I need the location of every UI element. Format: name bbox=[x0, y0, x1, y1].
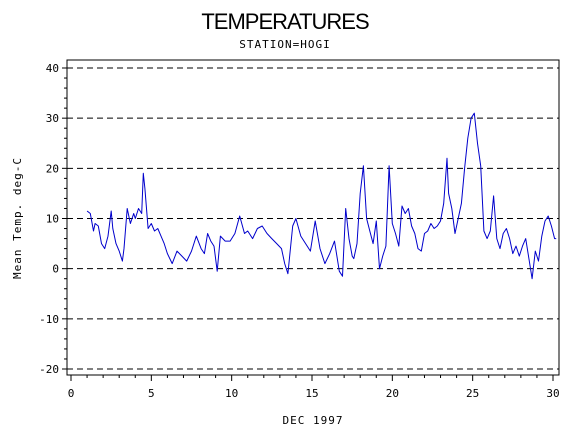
grid-lines bbox=[67, 67, 559, 370]
y-axis: -20 -10 0 10 20 30 40 bbox=[39, 62, 67, 376]
plot-frame bbox=[66, 59, 560, 376]
y-tick-label: 0 bbox=[52, 263, 59, 276]
x-tick-label: 25 bbox=[466, 387, 479, 400]
y-tick-label: 20 bbox=[46, 162, 59, 175]
x-tick-label: 20 bbox=[386, 387, 399, 400]
series-line bbox=[86, 112, 557, 280]
x-axis: 0 5 10 15 20 25 30 bbox=[68, 375, 560, 400]
chart-subtitle: STATION=HOGI bbox=[239, 38, 330, 51]
x-tick-label: 30 bbox=[546, 387, 559, 400]
x-tick-label: 15 bbox=[305, 387, 318, 400]
x-tick-label: 0 bbox=[68, 387, 75, 400]
y-tick-label: 40 bbox=[46, 62, 59, 75]
y-tick-label: 10 bbox=[46, 213, 59, 226]
series-layer bbox=[86, 112, 557, 280]
y-tick-label: 30 bbox=[46, 112, 59, 125]
x-tick-label: 10 bbox=[225, 387, 238, 400]
x-axis-label: DEC 1997 bbox=[283, 414, 344, 427]
y-axis-label: Mean Temp. deg-C bbox=[11, 157, 24, 279]
y-tick-label: -10 bbox=[39, 313, 59, 326]
y-tick-label: -20 bbox=[39, 363, 59, 376]
chart-title: TEMPERATURES bbox=[201, 9, 369, 34]
x-tick-label: 5 bbox=[148, 387, 155, 400]
